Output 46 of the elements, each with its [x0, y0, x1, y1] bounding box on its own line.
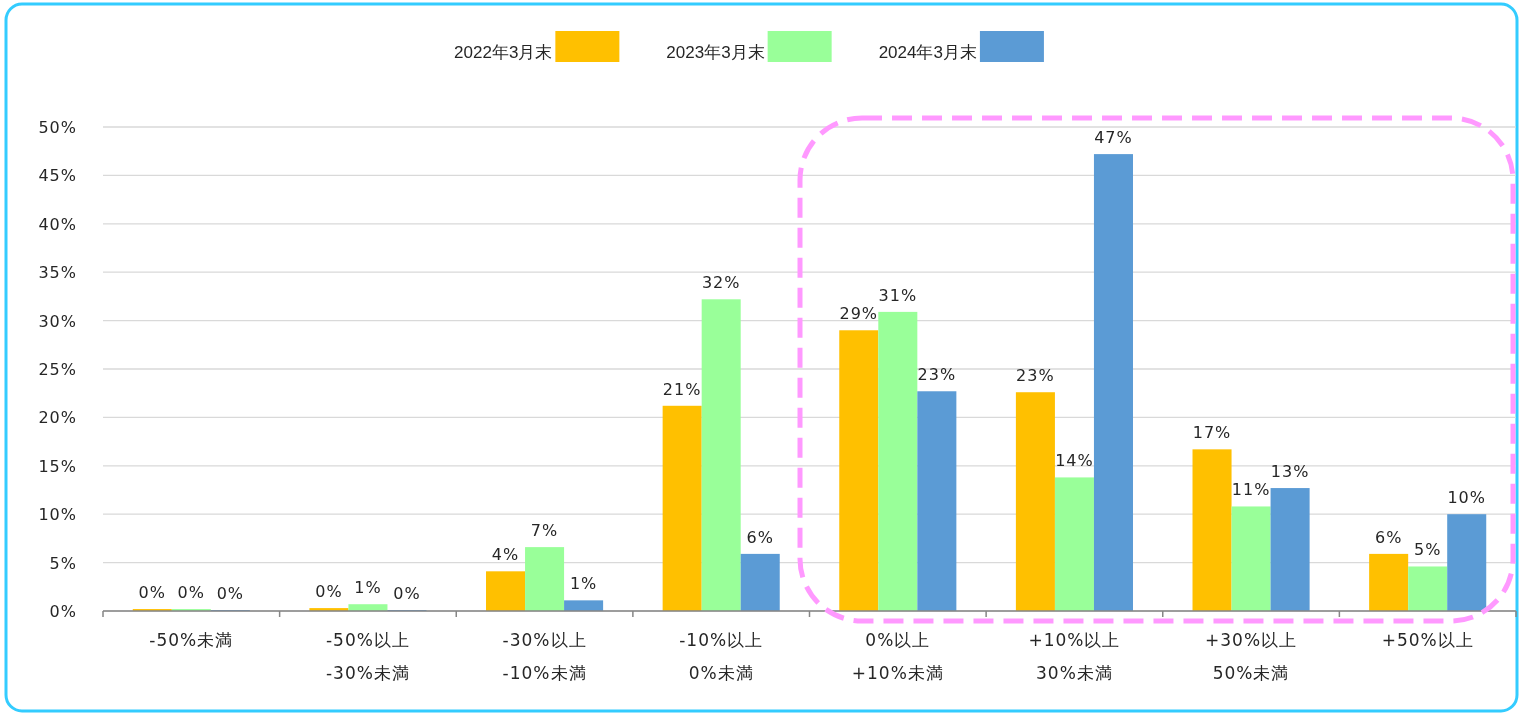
y-tick-label: 10% [38, 505, 77, 525]
data-label: 5% [1413, 540, 1442, 560]
data-label: 13% [1270, 462, 1310, 482]
x-tick-label: +10%以上 30%未満 [1028, 630, 1121, 683]
data-label: 0% [138, 583, 166, 603]
data-label: 7% [530, 521, 559, 541]
x-tick-label: -50%以上 -30%未満 [325, 630, 410, 683]
x-tick-label: +30%以上 50%未満 [1205, 630, 1298, 683]
legend-label: 2024年3月末 [878, 43, 977, 62]
y-tick-label: 25% [38, 360, 77, 379]
data-label: 47% [1094, 128, 1133, 148]
data-label: 11% [1231, 480, 1271, 500]
data-label: 0% [216, 584, 245, 604]
x-tick-label: -30%以上 -10%未満 [502, 630, 587, 683]
data-label: 1% [569, 574, 598, 594]
y-tick-label: 40% [38, 214, 77, 234]
y-tick-label: 50% [38, 118, 77, 137]
data-label: 0% [177, 583, 206, 603]
data-label: 23% [917, 365, 957, 385]
x-tick-label: 0%以上 +10%未満 [851, 630, 944, 683]
x-tick-label: -50%未満 [149, 630, 234, 650]
data-label: 0% [393, 584, 421, 604]
data-label: 23% [1016, 366, 1055, 386]
y-tick-label: 35% [38, 263, 77, 283]
y-tick-label: 5% [49, 553, 77, 573]
y-tick-label: 20% [38, 408, 77, 428]
legend-label: 2022年3月末 [454, 43, 553, 62]
data-label: 32% [701, 273, 741, 293]
data-label: 6% [746, 527, 774, 547]
data-label: 29% [839, 304, 879, 324]
x-tick-label: +50%以上 [1381, 630, 1474, 650]
data-label: 0% [315, 582, 343, 602]
y-tick-label: 45% [38, 166, 77, 186]
legend-label: 2023年3月末 [666, 43, 765, 62]
data-label: 31% [878, 285, 918, 305]
data-label: 6% [1374, 527, 1403, 547]
data-label: 1% [354, 578, 382, 598]
y-tick-label: 0% [49, 602, 77, 621]
data-label: 10% [1447, 488, 1486, 508]
data-label: 17% [1192, 423, 1232, 443]
y-tick-label: 30% [38, 311, 77, 331]
data-label: 14% [1055, 451, 1094, 471]
x-tick-label: -10%以上 0%未満 [679, 630, 764, 683]
data-label: 4% [491, 545, 520, 565]
data-label: 21% [662, 379, 702, 399]
y-tick-label: 15% [38, 456, 77, 476]
